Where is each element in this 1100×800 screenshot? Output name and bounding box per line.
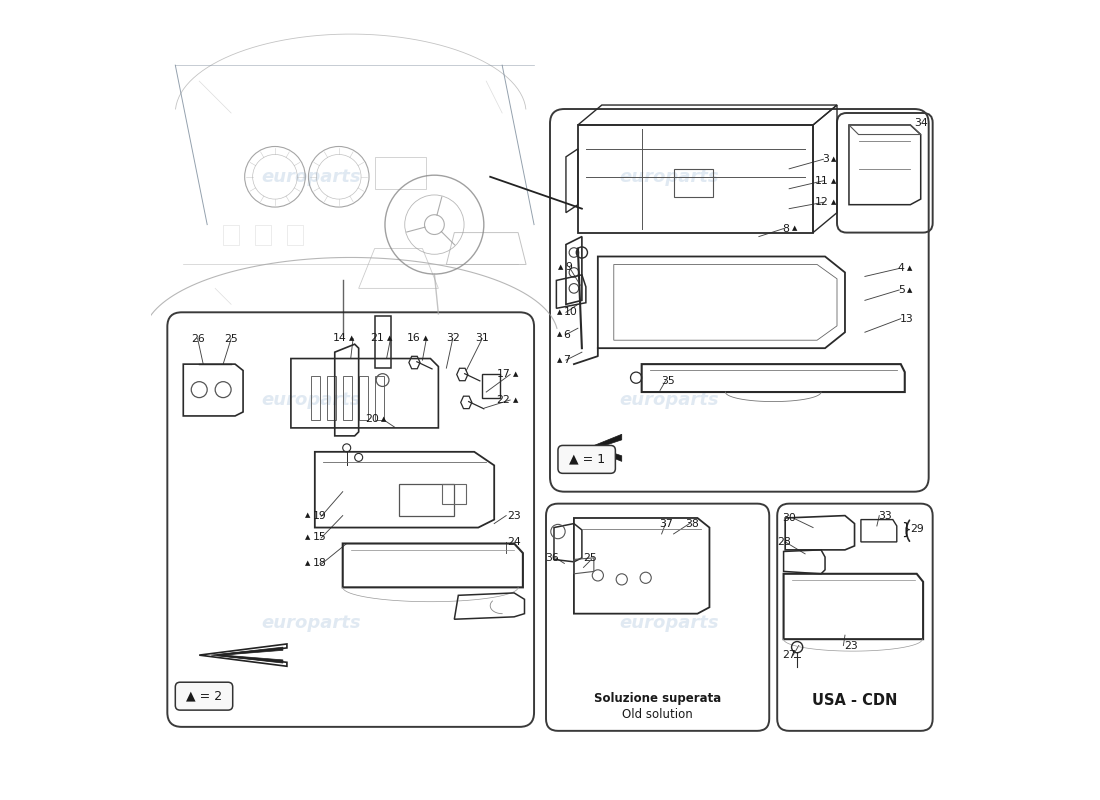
Text: 6: 6 [563, 330, 571, 340]
Text: 14: 14 [333, 333, 346, 343]
Text: 23: 23 [507, 510, 521, 521]
Text: 13: 13 [900, 314, 914, 324]
Text: 22: 22 [496, 395, 510, 405]
Polygon shape [588, 434, 621, 462]
Bar [375, 316, 390, 368]
Text: ▲: ▲ [513, 371, 518, 378]
Bar [375, 376, 384, 420]
Bar [287, 225, 303, 245]
Text: ▲: ▲ [349, 335, 354, 341]
Bar [375, 157, 427, 189]
Text: 9: 9 [565, 262, 572, 272]
Text: 17: 17 [496, 370, 510, 379]
Text: 24: 24 [507, 537, 521, 547]
Text: ▲: ▲ [908, 287, 913, 293]
FancyBboxPatch shape [175, 682, 233, 710]
Text: 30: 30 [782, 513, 796, 523]
Bar [482, 374, 499, 398]
Text: 25: 25 [583, 553, 596, 563]
Text: ▲: ▲ [557, 310, 562, 315]
Text: europarts: europarts [261, 168, 361, 186]
FancyBboxPatch shape [558, 446, 615, 474]
Text: 25: 25 [224, 334, 238, 344]
Bar [673, 169, 714, 197]
Text: 3: 3 [822, 154, 829, 164]
Bar [343, 376, 352, 420]
Text: 11: 11 [815, 176, 829, 186]
Text: 28: 28 [777, 537, 791, 547]
Text: 32: 32 [446, 333, 460, 343]
Text: ▲: ▲ [306, 561, 311, 566]
Text: 33: 33 [878, 510, 892, 521]
Text: 8: 8 [782, 223, 789, 234]
Text: 15: 15 [312, 532, 327, 542]
Text: ▲: ▲ [832, 178, 837, 184]
Polygon shape [211, 647, 283, 663]
Text: europarts: europarts [619, 391, 719, 409]
Text: Soluzione superata: Soluzione superata [594, 693, 722, 706]
Text: 16: 16 [407, 333, 421, 343]
Bar [359, 376, 369, 420]
Text: 10: 10 [563, 307, 578, 318]
Text: 23: 23 [845, 641, 858, 650]
Text: ▲: ▲ [557, 332, 562, 338]
Text: ▲: ▲ [513, 397, 518, 403]
Text: 31: 31 [475, 333, 490, 343]
Text: ▲ = 2: ▲ = 2 [186, 690, 222, 702]
Bar [578, 125, 813, 233]
Text: europarts: europarts [261, 614, 361, 632]
Text: ▲: ▲ [558, 264, 563, 270]
Text: 19: 19 [312, 510, 327, 521]
Text: 5: 5 [898, 285, 905, 295]
Text: USA - CDN: USA - CDN [812, 693, 898, 708]
Text: Old solution: Old solution [623, 709, 693, 722]
Text: 20: 20 [365, 414, 378, 424]
Text: 36: 36 [546, 553, 559, 563]
Text: 38: 38 [685, 518, 698, 529]
Bar [255, 225, 271, 245]
Text: europarts: europarts [619, 614, 719, 632]
Text: 34: 34 [914, 118, 928, 128]
Text: ▲: ▲ [792, 226, 796, 231]
Text: ▲: ▲ [386, 335, 392, 341]
Text: ▲: ▲ [908, 266, 913, 271]
Text: ▲: ▲ [557, 357, 562, 363]
Text: 18: 18 [312, 558, 327, 569]
Bar [398, 484, 454, 515]
Text: ▲: ▲ [424, 335, 429, 341]
Text: 26: 26 [190, 334, 205, 344]
Bar [442, 484, 466, 504]
Text: europarts: europarts [261, 391, 361, 409]
Text: ▲: ▲ [832, 199, 837, 206]
Text: ▲: ▲ [832, 156, 837, 162]
Text: 37: 37 [659, 518, 672, 529]
Text: ▲: ▲ [381, 416, 386, 422]
Bar [223, 225, 239, 245]
Text: 35: 35 [661, 376, 675, 386]
Bar [311, 376, 320, 420]
Text: europarts: europarts [619, 168, 719, 186]
Text: ▲: ▲ [306, 534, 311, 540]
Text: 29: 29 [910, 524, 924, 534]
Text: ▲: ▲ [306, 513, 311, 518]
Text: 4: 4 [898, 263, 905, 274]
Text: ▲ = 1: ▲ = 1 [569, 453, 605, 466]
Text: 27: 27 [782, 650, 796, 660]
Bar [327, 376, 337, 420]
Text: 21: 21 [371, 333, 384, 343]
Text: }: } [902, 522, 911, 537]
Text: 12: 12 [815, 198, 829, 207]
Text: 7: 7 [563, 355, 571, 365]
